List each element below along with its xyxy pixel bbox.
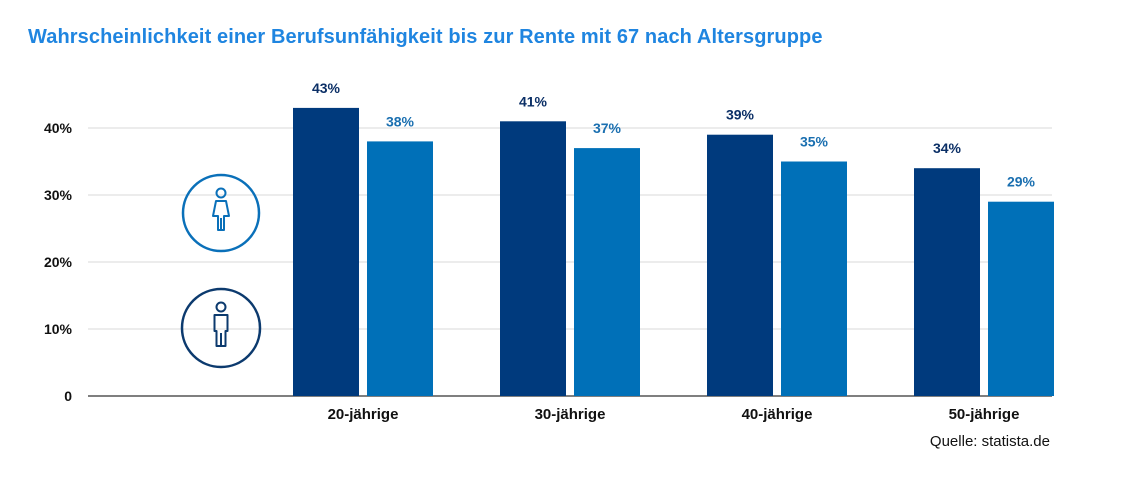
bar — [500, 121, 566, 397]
x-tick-label: 50-jährige — [949, 406, 1020, 423]
bar — [988, 201, 1054, 396]
y-tick-label: 30% — [44, 187, 73, 203]
y-tick-label: 40% — [44, 120, 73, 136]
y-tick-label: 10% — [44, 321, 73, 337]
data-label: 38% — [386, 113, 415, 129]
chart-title: Wahrscheinlichkeit einer Berufsunfähigke… — [28, 26, 823, 48]
data-label: 29% — [1007, 174, 1036, 190]
value-labels: 43% 38% 41% 37% 39% 35% 34% 29% — [312, 80, 1036, 190]
x-tick-label: 30-jährige — [535, 406, 606, 423]
bar — [707, 134, 773, 396]
data-label: 43% — [312, 80, 341, 96]
woman-icon — [181, 173, 261, 253]
data-label: 34% — [933, 140, 962, 156]
y-tick-label: 0 — [64, 388, 72, 404]
x-tick-label: 40-jährige — [742, 406, 813, 423]
bar — [781, 161, 847, 396]
bar — [367, 141, 433, 396]
x-tick-label: 20-jährige — [328, 406, 399, 423]
grid-lines — [88, 127, 1052, 397]
bars — [293, 107, 1054, 397]
y-axis-ticks: 0 10% 20% 30% 40% — [44, 120, 73, 404]
data-label: 41% — [519, 93, 548, 109]
bar — [293, 107, 359, 397]
data-label: 37% — [593, 120, 622, 136]
bar — [574, 148, 640, 396]
data-label: 39% — [726, 107, 755, 123]
data-label: 35% — [800, 134, 829, 150]
y-tick-label: 20% — [44, 254, 73, 270]
source-note: Quelle: statista.de — [929, 433, 1050, 450]
bar — [914, 168, 980, 396]
man-icon — [180, 287, 262, 369]
x-axis-ticks: 20-jährige 30-jährige 40-jährige 50-jährige — [328, 406, 1020, 423]
